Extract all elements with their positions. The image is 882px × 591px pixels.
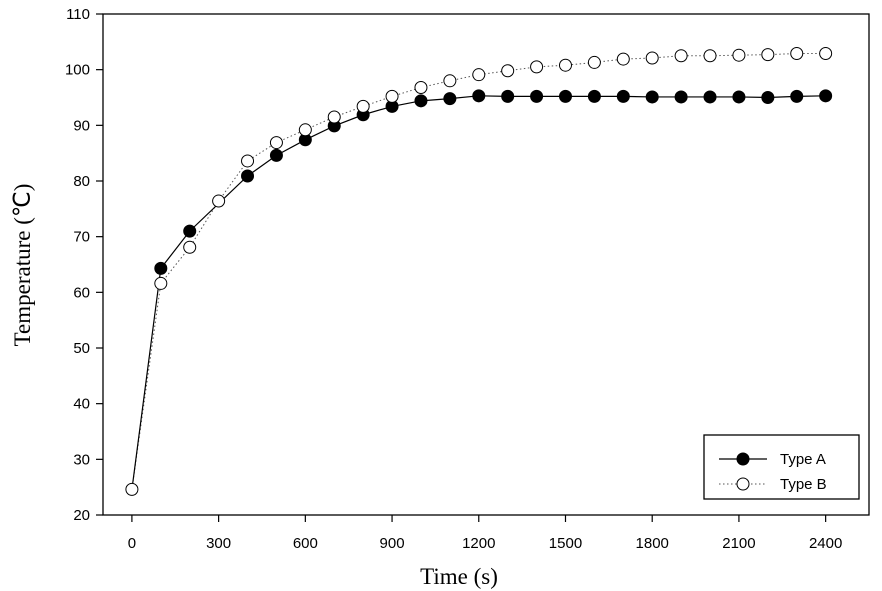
y-tick-label: 50 [73, 340, 90, 357]
y-tick-label: 110 [66, 6, 90, 23]
y-tick-label: 80 [73, 173, 90, 190]
legend-label-type-b: Type B [780, 476, 827, 493]
legend-marker-type-b [736, 477, 750, 491]
type-a-point [269, 148, 283, 162]
type-a-point [587, 89, 601, 103]
x-tick-label: 1500 [549, 535, 582, 552]
type-b-point [819, 47, 833, 61]
type-b-point [298, 123, 312, 137]
type-b-point [761, 48, 775, 62]
type-b-point [616, 52, 630, 66]
series-line-type-a [131, 95, 826, 490]
series-line-type-b [131, 53, 826, 490]
type-a-point [616, 89, 630, 103]
y-tick-label: 20 [73, 507, 90, 524]
type-b-point [154, 276, 168, 290]
type-b-point [558, 58, 572, 72]
type-a-point [761, 91, 775, 104]
type-b-point [356, 99, 370, 113]
type-a-point [530, 89, 544, 103]
type-b-point [587, 55, 601, 69]
type-a-point [790, 89, 804, 103]
type-a-point [501, 89, 515, 103]
type-b-point [183, 240, 197, 254]
type-b-point [385, 89, 399, 103]
y-tick-label: 40 [73, 396, 90, 413]
plot-border [102, 13, 870, 516]
type-b-point [732, 48, 746, 62]
type-a-point [732, 90, 746, 104]
type-b-point [241, 154, 255, 168]
x-tick-label: 900 [380, 535, 405, 552]
y-axis: 20 30 40 50 60 70 80 90 100 110 [65, 6, 103, 524]
type-b-point [645, 51, 659, 65]
y-tick-label: 100 [65, 62, 90, 79]
type-a-point [558, 89, 572, 103]
type-b-point [501, 64, 515, 78]
x-tick-label: 0 [128, 535, 136, 552]
plot-frame [102, 13, 870, 516]
type-a-point [819, 89, 833, 103]
type-b-point [530, 60, 544, 74]
type-b-point [674, 49, 688, 63]
legend-marker-type-a [736, 452, 750, 466]
type-a-point [183, 224, 197, 238]
type-a-point [472, 89, 486, 103]
y-tick-label: 70 [73, 229, 90, 246]
type-b-point [790, 47, 804, 61]
y-tick-label: 90 [73, 117, 90, 134]
y-tick-label: 60 [73, 284, 90, 301]
type-b-point [327, 110, 341, 124]
x-tick-label: 600 [293, 535, 318, 552]
type-b-point [443, 74, 457, 88]
x-tick-label: 2400 [809, 535, 842, 552]
x-tick-label: 2100 [722, 535, 755, 552]
type-a-point [645, 90, 659, 104]
x-axis: 0 300 600 900 1200 1500 1800 2100 2400 [128, 515, 842, 552]
x-axis-title: Time (s) [420, 564, 498, 589]
type-a-point [674, 90, 688, 104]
type-b-point [414, 80, 428, 94]
x-tick-label: 1800 [636, 535, 669, 552]
type-a-point [241, 169, 255, 183]
type-b-point [472, 68, 486, 82]
type-a-point [154, 261, 168, 275]
y-axis-title: Temperature (℃) [10, 184, 35, 347]
type-b-point [125, 482, 139, 496]
legend: Type A Type B [703, 434, 860, 500]
type-a-point [443, 92, 457, 106]
type-b-point [269, 136, 283, 150]
legend-label-type-a: Type A [780, 451, 826, 468]
type-b-point [212, 194, 226, 208]
type-a-point [703, 90, 717, 104]
y-tick-label: 30 [73, 451, 90, 468]
legend-box [703, 434, 860, 500]
series-layer [125, 47, 833, 496]
x-tick-label: 300 [206, 535, 231, 552]
x-tick-label: 1200 [462, 535, 495, 552]
type-a-point [414, 94, 428, 108]
type-b-point [703, 49, 717, 63]
